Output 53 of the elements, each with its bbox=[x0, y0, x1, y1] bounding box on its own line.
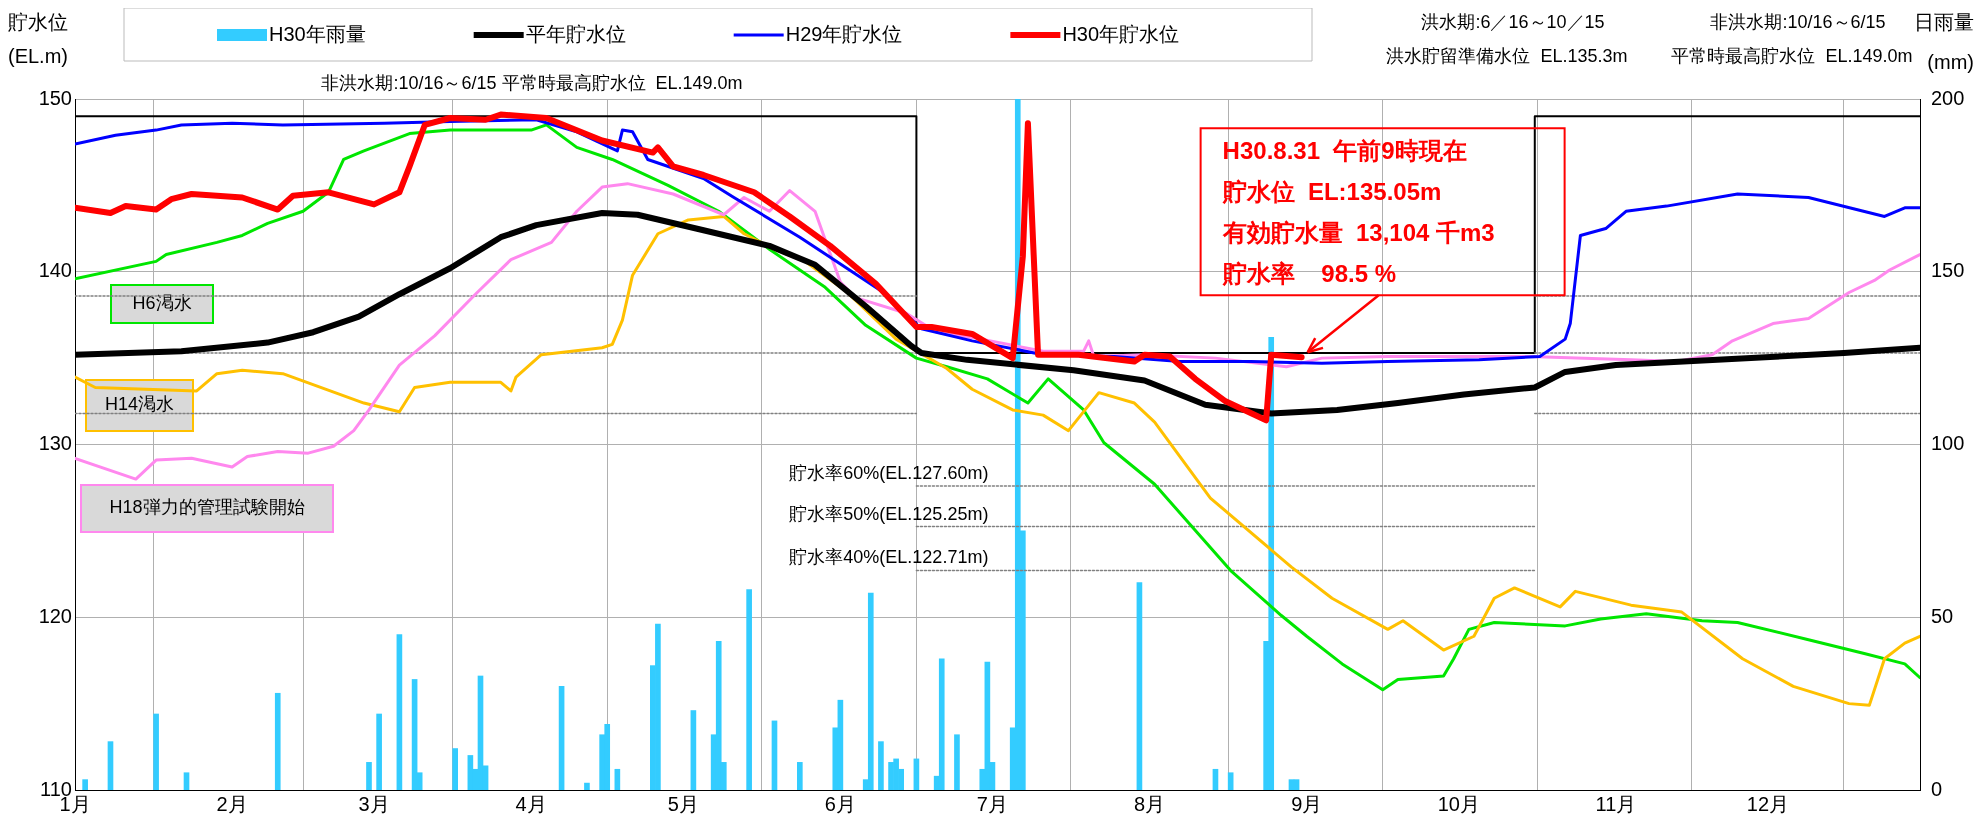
annotation: 有効貯水量 13,104 千m3 bbox=[1221, 218, 1495, 246]
text: 非洪水期:10/16～6/15 平常時最高貯水位 EL.149.0m bbox=[321, 72, 743, 93]
bar bbox=[376, 713, 382, 790]
x-tick-label: 7月 bbox=[976, 792, 1008, 815]
x-tick-label: 6月 bbox=[824, 792, 856, 815]
x-tick-label: 10月 bbox=[1437, 792, 1480, 815]
series-label: H6渇水 bbox=[132, 292, 192, 313]
bar bbox=[1227, 772, 1234, 790]
legend-label: H30年貯水位 bbox=[1062, 22, 1180, 45]
x-tick-label: 4月 bbox=[515, 792, 547, 815]
annotation: 貯水率50%(EL.125.25m) bbox=[789, 503, 989, 524]
x-tick-label: 11月 bbox=[1595, 792, 1637, 815]
y-tick-label: 120 bbox=[38, 604, 72, 627]
legend-label: H30年雨量 bbox=[269, 22, 366, 45]
y2-axis-title: 日雨量 (mm) bbox=[1914, 10, 1974, 73]
bar bbox=[878, 741, 884, 790]
annotation: 貯水位 EL:135.05m bbox=[1221, 177, 1442, 205]
bar bbox=[954, 734, 960, 790]
text: 洪水期:6／16～10／15 bbox=[1421, 11, 1605, 32]
x-tick-label: 2月 bbox=[216, 792, 248, 815]
y-axis-title: 貯水位 (EL.m) bbox=[8, 10, 68, 67]
text: 非洪水期:10/16～6/15 bbox=[1710, 11, 1886, 32]
bar bbox=[746, 589, 752, 790]
text: 洪水貯留準備水位 EL.135.3m bbox=[1386, 45, 1628, 66]
annotation: 貯水率60%(EL.127.60m) bbox=[789, 462, 989, 483]
y-tick-label: 130 bbox=[38, 432, 72, 455]
bar bbox=[867, 592, 874, 790]
legend-label: H29年貯水位 bbox=[785, 22, 903, 45]
bar bbox=[1288, 779, 1295, 790]
y2-tick-label: 200 bbox=[1931, 86, 1965, 109]
y2-tick-label: 0 bbox=[1931, 777, 1943, 800]
x-tick-label: 3月 bbox=[358, 792, 390, 815]
annotation: H30.8.31 午前9時現在 bbox=[1222, 136, 1467, 164]
bar bbox=[938, 658, 945, 790]
annotation: 貯水率40%(EL.122.71m) bbox=[789, 547, 989, 568]
bar bbox=[452, 748, 458, 790]
series-label: H14渇水 bbox=[104, 394, 175, 415]
y-tick-label: 150 bbox=[38, 86, 72, 109]
x-tick-label: 9月 bbox=[1291, 792, 1323, 815]
x-tick-label: 5月 bbox=[667, 792, 699, 815]
y2-tick-label: 100 bbox=[1931, 432, 1965, 455]
y2-tick-label: 150 bbox=[1931, 259, 1965, 282]
series-label: H18弾力的管理試験開始 bbox=[109, 497, 305, 518]
bar bbox=[796, 762, 803, 790]
bar bbox=[584, 782, 590, 790]
y-tick-label: 140 bbox=[38, 259, 72, 282]
x-tick-label: 8月 bbox=[1134, 792, 1166, 815]
bar bbox=[1293, 779, 1300, 790]
y2-tick-label: 50 bbox=[1931, 604, 1954, 627]
x-tick-label: 12月 bbox=[1746, 792, 1790, 815]
text: 平常時最高貯水位 EL.149.0m bbox=[1671, 45, 1913, 66]
annotation: 貯水率 98.5 % bbox=[1221, 259, 1397, 287]
legend-label: 平年貯水位 bbox=[525, 22, 626, 45]
